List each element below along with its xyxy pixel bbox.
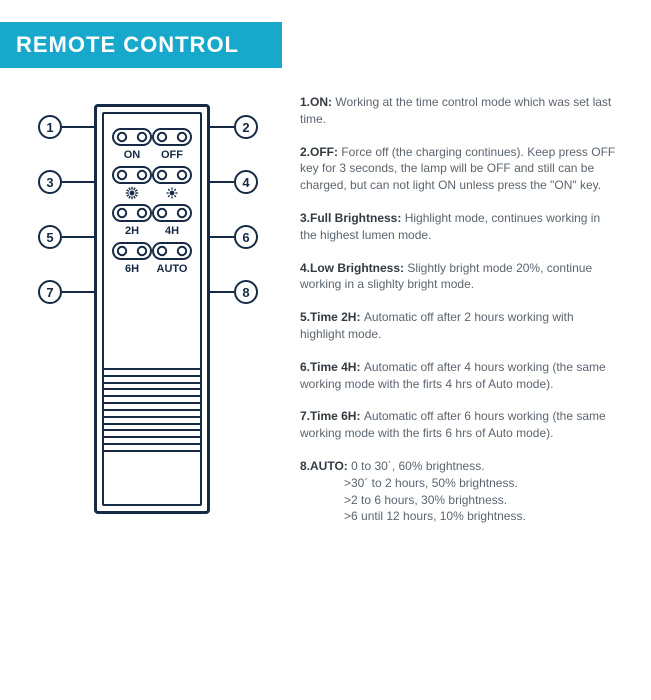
description-text: 8.AUTO: 0 to 30´, 60% brightness. — [300, 458, 620, 475]
section-header: REMOTE CONTROL — [0, 22, 282, 68]
button-pill-icon — [112, 128, 152, 146]
callout-line — [62, 291, 96, 293]
description-title: 3.Full Brightness: — [300, 211, 405, 225]
button-label: 4H — [152, 224, 192, 238]
description-title: 5.Time 2H: — [300, 310, 364, 324]
callout-number: 3 — [38, 170, 62, 194]
description-text: 7.Time 6H: Automatic off after 6 hours w… — [300, 408, 620, 442]
callout-7: 7 — [38, 280, 96, 304]
grille-line — [104, 375, 200, 377]
description-title: 7.Time 6H: — [300, 409, 364, 423]
description-title: 2.OFF: — [300, 145, 341, 159]
button-pill-icon — [152, 128, 192, 146]
description-text: 5.Time 2H: Automatic off after 2 hours w… — [300, 309, 620, 343]
remote-button-5: 2H — [112, 204, 152, 238]
callout-number: 4 — [234, 170, 258, 194]
speaker-grille — [104, 368, 200, 452]
button-label: 2H — [112, 224, 152, 238]
content-row: 1 2 3 4 5 6 7 8 ONOFF 2H4H 6HAUTO 1.ON: Working a… — [0, 82, 651, 541]
grille-line — [104, 429, 200, 431]
header-title: REMOTE CONTROL — [16, 32, 239, 57]
remote-button-4 — [152, 166, 192, 200]
callout-number: 6 — [234, 225, 258, 249]
callout-1: 1 — [38, 115, 96, 139]
grille-line — [104, 368, 200, 370]
remote-outline: ONOFF 2H4H 6HAUTO — [94, 104, 210, 514]
brightness-low-icon — [152, 186, 192, 200]
description-text: 4.Low Brightness: Slightly bright mode 2… — [300, 260, 620, 294]
grille-line — [104, 395, 200, 397]
description-item-1: 1.ON: Working at the time control mode w… — [300, 94, 620, 128]
callout-number: 5 — [38, 225, 62, 249]
grille-line — [104, 382, 200, 384]
button-row: 2H4H — [112, 204, 192, 238]
brightness-high-icon — [112, 186, 152, 200]
description-item-8: 8.AUTO: 0 to 30´, 60% brightness.>30´ to… — [300, 458, 620, 525]
button-label: OFF — [152, 148, 192, 162]
description-item-7: 7.Time 6H: Automatic off after 6 hours w… — [300, 408, 620, 442]
remote-diagram: 1 2 3 4 5 6 7 8 ONOFF 2H4H 6HAUTO — [0, 82, 300, 541]
description-subline: >6 until 12 hours, 10% brightness. — [300, 508, 620, 525]
remote-button-1: ON — [112, 128, 152, 162]
grille-line — [104, 416, 200, 418]
grille-line — [104, 450, 200, 452]
button-label: 6H — [112, 262, 152, 276]
remote-button-6: 4H — [152, 204, 192, 238]
grille-line — [104, 402, 200, 404]
callout-line — [62, 126, 96, 128]
description-title: 1.ON: — [300, 95, 335, 109]
button-pill-icon — [152, 242, 192, 260]
button-row: ONOFF — [112, 128, 192, 162]
callout-number: 8 — [234, 280, 258, 304]
button-pill-icon — [112, 242, 152, 260]
description-text: 6.Time 4H: Automatic off after 4 hours w… — [300, 359, 620, 393]
description-list: 1.ON: Working at the time control mode w… — [300, 82, 630, 541]
grille-line — [104, 388, 200, 390]
grille-line — [104, 409, 200, 411]
button-pill-icon — [152, 204, 192, 222]
grille-line — [104, 423, 200, 425]
remote-inner-outline: ONOFF 2H4H 6HAUTO — [102, 112, 202, 506]
button-row: 6HAUTO — [112, 242, 192, 276]
grille-line — [104, 443, 200, 445]
description-subline: >30´ to 2 hours, 50% brightness. — [300, 475, 620, 492]
remote-button-2: OFF — [152, 128, 192, 162]
button-label: ON — [112, 148, 152, 162]
description-title: 4.Low Brightness: — [300, 261, 407, 275]
grille-line — [104, 436, 200, 438]
description-item-4: 4.Low Brightness: Slightly bright mode 2… — [300, 260, 620, 294]
callout-line — [62, 236, 96, 238]
description-text: 1.ON: Working at the time control mode w… — [300, 94, 620, 128]
description-text: 2.OFF: Force off (the charging continues… — [300, 144, 620, 194]
description-title: 8.AUTO: — [300, 459, 351, 473]
callout-number: 1 — [38, 115, 62, 139]
button-pill-icon — [152, 166, 192, 184]
description-title: 6.Time 4H: — [300, 360, 364, 374]
remote-button-3 — [112, 166, 152, 200]
description-item-2: 2.OFF: Force off (the charging continues… — [300, 144, 620, 194]
callout-line — [62, 181, 96, 183]
description-subline: >2 to 6 hours, 30% brightness. — [300, 492, 620, 509]
button-grid: ONOFF 2H4H 6HAUTO — [112, 128, 192, 280]
description-text: 3.Full Brightness: Highlight mode, conti… — [300, 210, 620, 244]
callout-3: 3 — [38, 170, 96, 194]
remote-button-8: AUTO — [152, 242, 192, 276]
description-item-5: 5.Time 2H: Automatic off after 2 hours w… — [300, 309, 620, 343]
button-label: AUTO — [152, 262, 192, 276]
callout-number: 2 — [234, 115, 258, 139]
description-item-6: 6.Time 4H: Automatic off after 4 hours w… — [300, 359, 620, 393]
callout-5: 5 — [38, 225, 96, 249]
button-pill-icon — [112, 166, 152, 184]
button-pill-icon — [112, 204, 152, 222]
button-row — [112, 166, 192, 200]
remote-button-7: 6H — [112, 242, 152, 276]
callout-number: 7 — [38, 280, 62, 304]
description-item-3: 3.Full Brightness: Highlight mode, conti… — [300, 210, 620, 244]
